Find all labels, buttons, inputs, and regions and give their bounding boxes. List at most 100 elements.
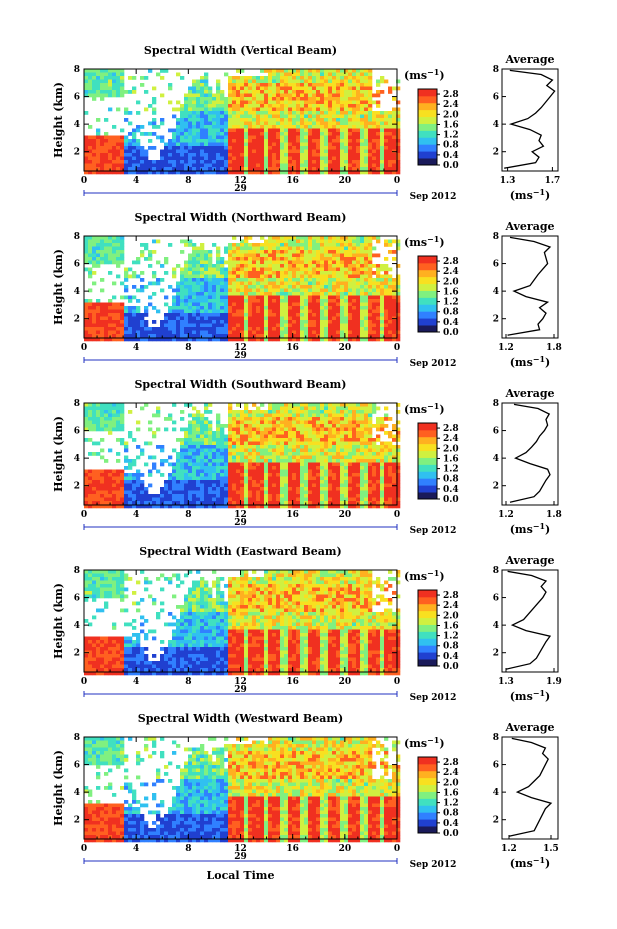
- average-y-tick-label: 2: [493, 482, 499, 492]
- day-label: 29: [234, 351, 247, 361]
- average-frame: [501, 569, 559, 673]
- average-panel: Average 2 4 6 8 1.2 1.8(ms−1): [493, 220, 562, 369]
- x-tick-label: 0: [394, 176, 400, 186]
- colorbar-tick-label: 2.4: [443, 100, 459, 110]
- average-y-tick-label: 4: [493, 287, 499, 297]
- y-axis-label: Height (km): [52, 249, 65, 325]
- y-tick-label: 2: [74, 649, 80, 659]
- colorbar-tick-label: 2.8: [443, 424, 459, 434]
- colorbar-unit-close: ): [439, 236, 444, 249]
- day-label: 29: [234, 685, 247, 695]
- x-tick-label: 16: [286, 677, 299, 687]
- y-axis-label: Height (km): [52, 82, 65, 158]
- average-y-tick-label: 2: [493, 816, 499, 826]
- x-tick-label: 4: [133, 343, 139, 353]
- x-tick-label: 20: [339, 844, 352, 854]
- x-tick-label: 4: [133, 176, 139, 186]
- heatmap: [84, 69, 401, 175]
- y-tick-label: 4: [74, 120, 80, 130]
- x-tick-label: 4: [133, 844, 139, 854]
- y-tick-label: 4: [74, 287, 80, 297]
- average-xlabel: (ms−1): [510, 187, 551, 202]
- x-tick-label: 4: [133, 677, 139, 687]
- chart-title: Spectral Width (Vertical Beam): [144, 44, 337, 57]
- date-label: Sep 2012: [410, 526, 457, 536]
- x-tick-label: 16: [286, 176, 299, 186]
- colorbar-swatch: [418, 262, 437, 271]
- x-tick-label: 20: [339, 343, 352, 353]
- y-tick-label: 6: [74, 93, 80, 103]
- x-tick-label: 8: [185, 677, 191, 687]
- average-title: Average: [504, 721, 554, 734]
- colorbar-swatch: [418, 325, 437, 333]
- colorbar-swatch: [418, 631, 437, 639]
- colorbar-tick-label: 0.4: [443, 485, 459, 495]
- colorbar-swatch: [418, 311, 437, 319]
- y-tick-label: 2: [74, 816, 80, 826]
- colorbar-swatch: [418, 645, 437, 653]
- average-x-tick-label: 1.8: [546, 343, 562, 353]
- colorbar-swatch: [418, 603, 437, 612]
- colorbar-unit-close: ): [439, 570, 444, 583]
- average-y-tick-label: 8: [493, 65, 499, 75]
- colorbar-swatch: [418, 123, 437, 131]
- colorbar-tick-label: 1.6: [443, 788, 459, 798]
- colorbar-unit-exp: −1: [427, 568, 439, 578]
- average-panel: Average 2 4 6 8 1.3 1.9(ms−1): [493, 554, 562, 703]
- y-axis-label: Height (km): [52, 416, 65, 492]
- average-x-tick-label: 1.9: [546, 677, 562, 687]
- x-tick-label: 12: [234, 677, 247, 687]
- colorbar-tick-label: 1.6: [443, 454, 459, 464]
- average-xlabel-exp: −1: [533, 354, 545, 364]
- average-panel: Average 2 4 6 8 1.3 1.7(ms−1): [493, 53, 561, 202]
- colorbar-tick-label: 1.2: [443, 465, 459, 475]
- colorbar-swatch: [418, 95, 437, 104]
- colorbar-tick-label: 1.2: [443, 632, 459, 642]
- average-xlabel: (ms−1): [510, 688, 551, 703]
- x-tick-label: 12: [234, 510, 247, 520]
- colorbar-swatch: [418, 429, 437, 438]
- colorbar-tick-label: 1.2: [443, 298, 459, 308]
- average-y-tick-label: 2: [493, 649, 499, 659]
- average-x-tick-label: 1.8: [546, 510, 562, 520]
- date-label: Sep 2012: [410, 359, 457, 369]
- day-label: 29: [234, 852, 247, 862]
- colorbar-tick-label: 0.8: [443, 642, 459, 652]
- x-tick-label: 0: [81, 176, 87, 186]
- y-axis-label: Height (km): [52, 750, 65, 826]
- y-tick-label: 4: [74, 621, 80, 631]
- x-tick-label: 12: [234, 343, 247, 353]
- colorbar-swatch: [418, 137, 437, 145]
- average-xlabel-exp: −1: [533, 187, 545, 197]
- colorbar-swatch: [418, 109, 437, 118]
- y-tick-label: 4: [74, 454, 80, 464]
- average-x-tick-label: 1.3: [500, 176, 516, 186]
- colorbar-swatch: [418, 819, 437, 827]
- average-xlabel: (ms−1): [510, 354, 551, 369]
- average-xlabel-close: ): [545, 356, 550, 369]
- panel-3: Spectral Width (Eastward Beam) 2 4 6 8 Height…: [52, 545, 562, 703]
- colorbar-unit: (ms−1): [404, 568, 445, 583]
- colorbar-tick-label: 2.4: [443, 601, 459, 611]
- colorbar-tick-label: 0.8: [443, 809, 459, 819]
- average-y-tick-label: 4: [493, 621, 499, 631]
- average-y-tick-label: 6: [493, 93, 499, 103]
- x-tick-label: 8: [185, 844, 191, 854]
- colorbar-swatch: [418, 464, 437, 472]
- colorbar-swatch: [418, 492, 437, 500]
- colorbar-tick-label: 0.0: [443, 662, 459, 672]
- colorbar-swatch: [418, 777, 437, 786]
- colorbar-swatch: [418, 102, 437, 111]
- colorbar-tick-label: 1.6: [443, 120, 459, 130]
- colorbar-tick-label: 1.6: [443, 621, 459, 631]
- panel-2: Spectral Width (Southward Beam) 2 4 6 8 Heigh…: [52, 378, 562, 536]
- average-panel: Average 2 4 6 8 1.2 1.8(ms−1): [493, 387, 562, 536]
- x-tick-label: 12: [234, 844, 247, 854]
- average-x-tick-label: 1.2: [498, 510, 514, 520]
- colorbar-frame: [417, 255, 438, 333]
- colorbar-swatch: [418, 269, 437, 278]
- colorbar-tick-label: 2.8: [443, 257, 459, 267]
- colorbar-swatch: [418, 757, 437, 765]
- colorbar-tick-label: 2.0: [443, 778, 459, 788]
